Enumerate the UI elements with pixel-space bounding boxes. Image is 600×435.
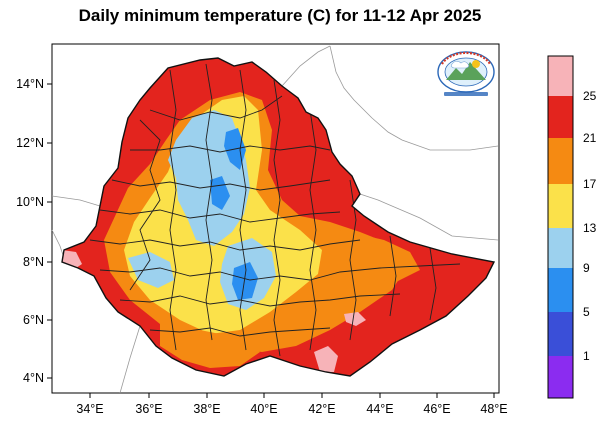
lat-label: 6°N — [23, 313, 44, 327]
colorbar-label: 1 — [583, 349, 590, 363]
lon-label: 38°E — [193, 402, 220, 416]
lon-label: 40°E — [250, 402, 277, 416]
lon-label: 34°E — [76, 402, 103, 416]
colorbar-bin — [548, 56, 573, 96]
lon-label: 36°E — [135, 402, 162, 416]
admin-boundaries — [89, 63, 461, 357]
colorbar-label: 13 — [583, 221, 597, 235]
lon-label: 46°E — [423, 402, 450, 416]
colorbar-frame — [547, 55, 574, 399]
lon-label: 48°E — [480, 402, 507, 416]
map-title: Daily minimum temperature (C) for 11-12 … — [78, 6, 482, 25]
colorbar-bin — [548, 138, 573, 184]
colorbar-bin — [548, 184, 573, 228]
mountain-icon — [446, 62, 486, 80]
lat-label: 4°N — [23, 371, 44, 385]
colorbar-label: 5 — [583, 305, 590, 319]
cloud-icon — [451, 60, 469, 69]
colorbar-bin — [548, 228, 573, 268]
institute-logo — [437, 51, 495, 96]
logo-arc-lettering — [441, 51, 491, 65]
colorbar: 25 21 17 13 9 5 1 — [547, 55, 597, 399]
lon-label: 44°E — [366, 402, 393, 416]
lat-label: 8°N — [23, 255, 44, 269]
colorbar-label: 17 — [583, 177, 597, 191]
colorbar-bin — [548, 96, 573, 138]
lat-label: 12°N — [16, 136, 44, 150]
sun-icon — [472, 60, 480, 68]
country-outline — [61, 57, 496, 377]
logo-bottom-lettering — [444, 92, 488, 96]
lat-label: 10°N — [16, 195, 44, 209]
colorbar-label: 21 — [583, 131, 597, 145]
colorbar-bin — [548, 268, 573, 312]
lat-label: 14°N — [16, 77, 44, 91]
colorbar-label: 9 — [583, 261, 590, 275]
lon-axis: 34°E 36°E 38°E 40°E 42°E 44°E 46°E 48°E — [76, 393, 508, 416]
colorbar-bin — [548, 312, 573, 356]
colorbar-bin — [548, 356, 573, 398]
colorbar-label: 25 — [583, 89, 597, 103]
lat-axis: 14°N 12°N 10°N 8°N 6°N 4°N — [16, 77, 52, 385]
lon-label: 42°E — [308, 402, 335, 416]
